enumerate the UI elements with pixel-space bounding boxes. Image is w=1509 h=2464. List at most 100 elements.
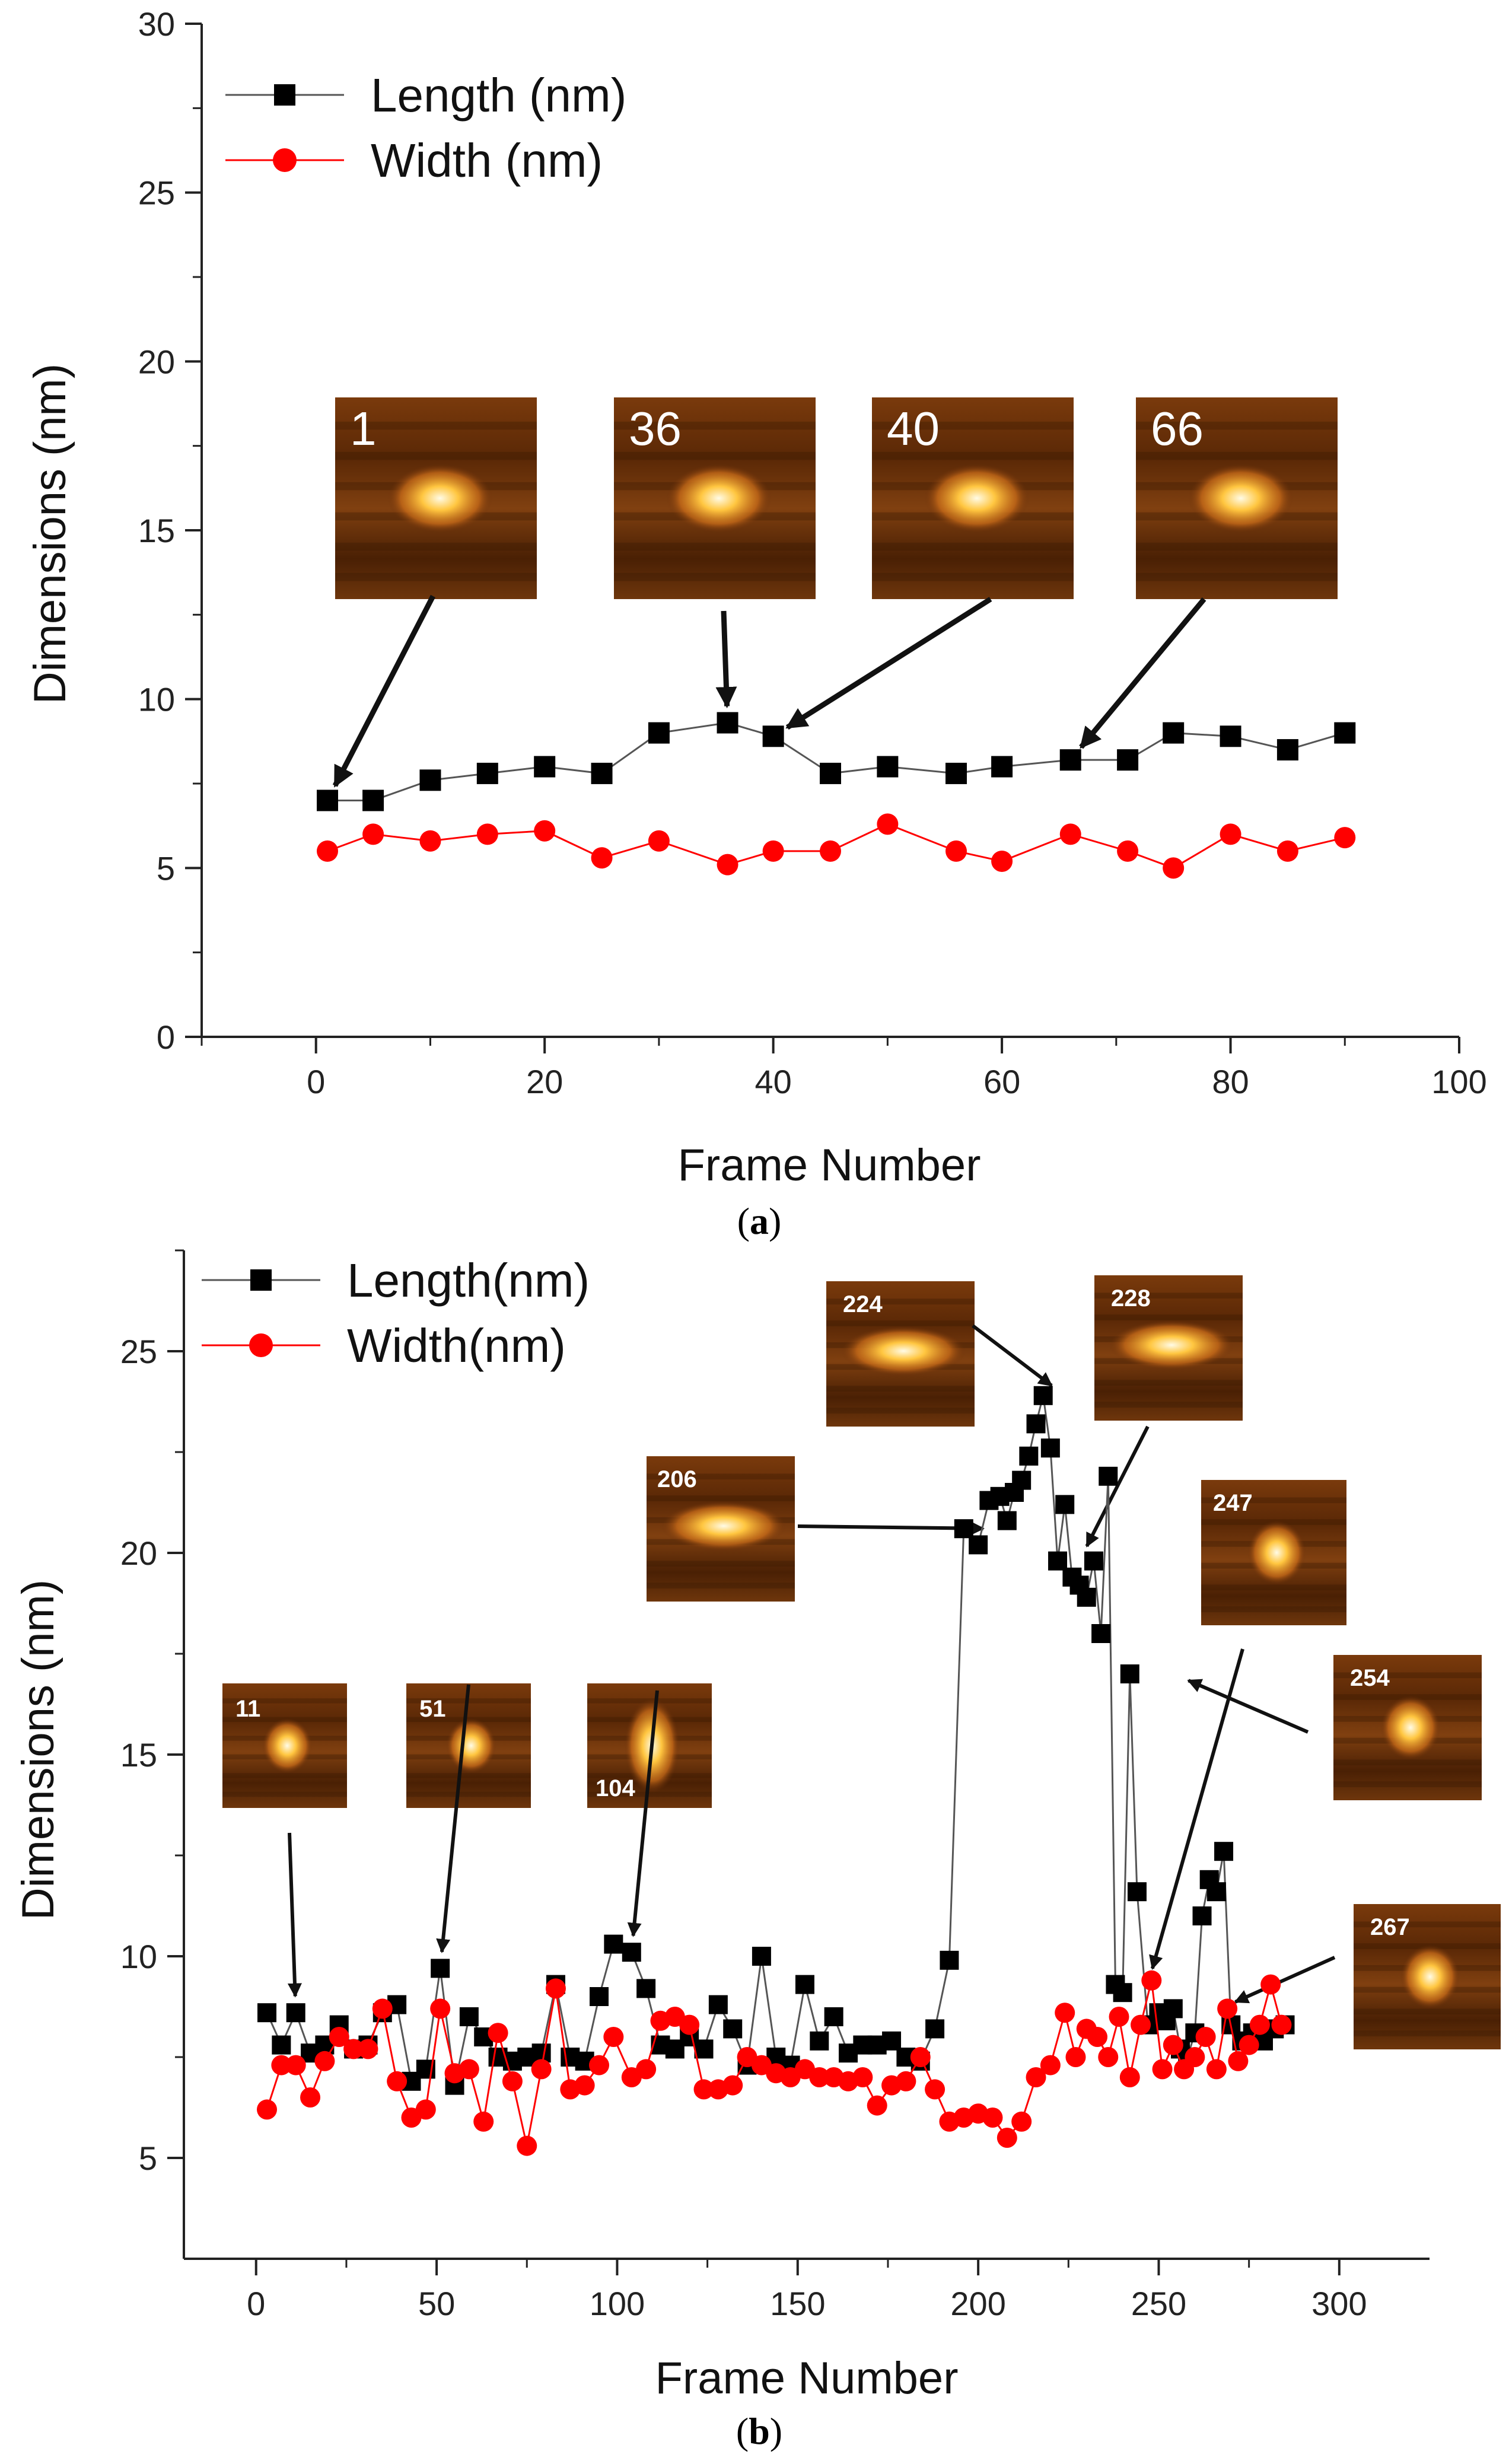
b-width-point — [575, 2075, 595, 2096]
b-width-point — [1217, 1998, 1237, 2019]
a-afm-scanline — [1136, 543, 1338, 551]
a-legend-label: Width (nm) — [371, 134, 603, 187]
b-y-tick-label: 20 — [120, 1535, 157, 1572]
panel-b-afm-images: 11 51104206224 228247254267 — [222, 1275, 1501, 2049]
b-width-point — [1120, 2067, 1140, 2087]
panel-b-legend: Length(nm)Width(nm) — [202, 1254, 590, 1372]
b-length-point — [940, 1951, 959, 1970]
b-afm-image-224: 224 — [826, 1281, 975, 1427]
a-width-point — [362, 823, 384, 845]
a-y-tick-label: 0 — [157, 1018, 175, 1056]
a-width-point — [477, 823, 498, 845]
a-length-point — [763, 725, 784, 747]
b-length-point — [1077, 1588, 1096, 1607]
b-width-point — [1153, 2059, 1173, 2079]
a-y-tick-label: 20 — [138, 343, 175, 380]
b-length-point — [752, 1947, 771, 1966]
b-width-point — [416, 2099, 436, 2119]
b-length-point — [1099, 1467, 1118, 1486]
panel-a-caption: (a) — [737, 1200, 782, 1242]
a-width-point — [763, 841, 784, 862]
a-series-width — [317, 813, 1355, 878]
b-afm-scanline — [1354, 2008, 1501, 2014]
b-arrow-228 — [1087, 1427, 1148, 1546]
a-arrow-36 — [724, 611, 727, 706]
a-x-tick-label: 0 — [307, 1063, 325, 1100]
a-afm-image-label: 36 — [629, 402, 682, 455]
b-length-point — [723, 2019, 742, 2038]
a-width-point — [991, 851, 1013, 872]
panel-a-afm-images: 1 36 40 66 — [335, 397, 1338, 599]
b-legend-label: Width(nm) — [347, 1319, 566, 1372]
b-afm-blob — [1381, 1696, 1440, 1760]
b-length-point — [1113, 1983, 1132, 2002]
b-afm-image-104: 104 — [587, 1683, 712, 1808]
b-length-point — [1084, 1552, 1103, 1571]
b-length-point — [1214, 1842, 1233, 1861]
a-afm-scanline — [872, 573, 1074, 581]
b-length-point — [969, 1535, 988, 1554]
a-y-tick-label: 5 — [157, 849, 175, 887]
b-width-point — [925, 2079, 945, 2099]
b-length-point — [1027, 1414, 1046, 1433]
a-series-length — [317, 712, 1355, 811]
b-width-point — [896, 2071, 916, 2091]
b-afm-image-206: 206 — [647, 1456, 795, 1602]
a-x-tick-label: 60 — [983, 1063, 1020, 1100]
b-width-point — [982, 2108, 1002, 2128]
b-length-point — [1128, 1882, 1147, 1901]
b-afm-blob — [446, 1718, 496, 1773]
b-length-point — [1019, 1447, 1038, 1466]
b-length-point — [636, 1979, 655, 1998]
b-afm-scanline — [1354, 2030, 1501, 2036]
b-width-point — [603, 2027, 623, 2047]
b-y-tick-label: 5 — [139, 2140, 157, 2177]
b-afm-scanline — [1094, 1380, 1243, 1386]
b-afm-blob — [262, 1718, 312, 1773]
a-y-tick-label: 30 — [138, 5, 175, 43]
b-afm-scanline — [1094, 1314, 1243, 1320]
a-afm-blob — [387, 464, 492, 533]
b-width-point — [517, 2136, 537, 2156]
b-length-point — [1012, 1471, 1031, 1490]
b-x-tick-label: 100 — [590, 2285, 645, 2322]
b-x-tick-label: 200 — [950, 2285, 1005, 2322]
a-afm-scanline — [1136, 573, 1338, 581]
b-arrow-11 — [289, 1833, 295, 1996]
b-width-point — [1131, 2015, 1151, 2035]
b-width-point — [531, 2059, 552, 2079]
a-width-point — [1334, 827, 1355, 848]
b-y-tick-label: 10 — [120, 1938, 157, 1975]
b-width-point — [502, 2071, 523, 2091]
a-legend-marker-square — [274, 84, 295, 106]
a-x-tick-label: 80 — [1212, 1063, 1249, 1100]
a-width-point — [717, 854, 738, 876]
a-y-tick-label: 25 — [138, 174, 175, 212]
b-x-tick-label: 250 — [1131, 2285, 1186, 2322]
b-afm-blob — [1400, 1945, 1459, 2009]
b-width-point — [1011, 2112, 1032, 2132]
b-afm-scanline — [406, 1792, 531, 1797]
a-length-point — [877, 756, 898, 778]
a-afm-scanline — [614, 543, 816, 551]
b-arrow-224 — [973, 1326, 1052, 1386]
b-width-point — [636, 2059, 656, 2079]
a-arrow-40 — [787, 599, 991, 727]
b-width-point — [459, 2059, 479, 2079]
b-width-point — [1185, 2047, 1205, 2067]
b-width-point — [1206, 2059, 1227, 2079]
a-y-tick-label: 15 — [138, 512, 175, 549]
b-width-point — [488, 2023, 508, 2043]
a-length-point — [591, 763, 613, 784]
b-afm-scanline — [1333, 1759, 1482, 1765]
b-length-point — [286, 2003, 305, 2022]
b-arrow-267 — [1236, 1957, 1335, 2002]
b-y-tick-label: 25 — [120, 1333, 157, 1370]
a-arrow-66 — [1081, 599, 1204, 747]
a-length-point — [419, 769, 441, 791]
b-afm-image-11: 11 — [222, 1683, 347, 1808]
b-length-point — [1041, 1438, 1060, 1457]
a-width-point — [648, 830, 670, 852]
b-length-point — [622, 1943, 641, 1962]
b-length-point — [824, 2007, 843, 2026]
